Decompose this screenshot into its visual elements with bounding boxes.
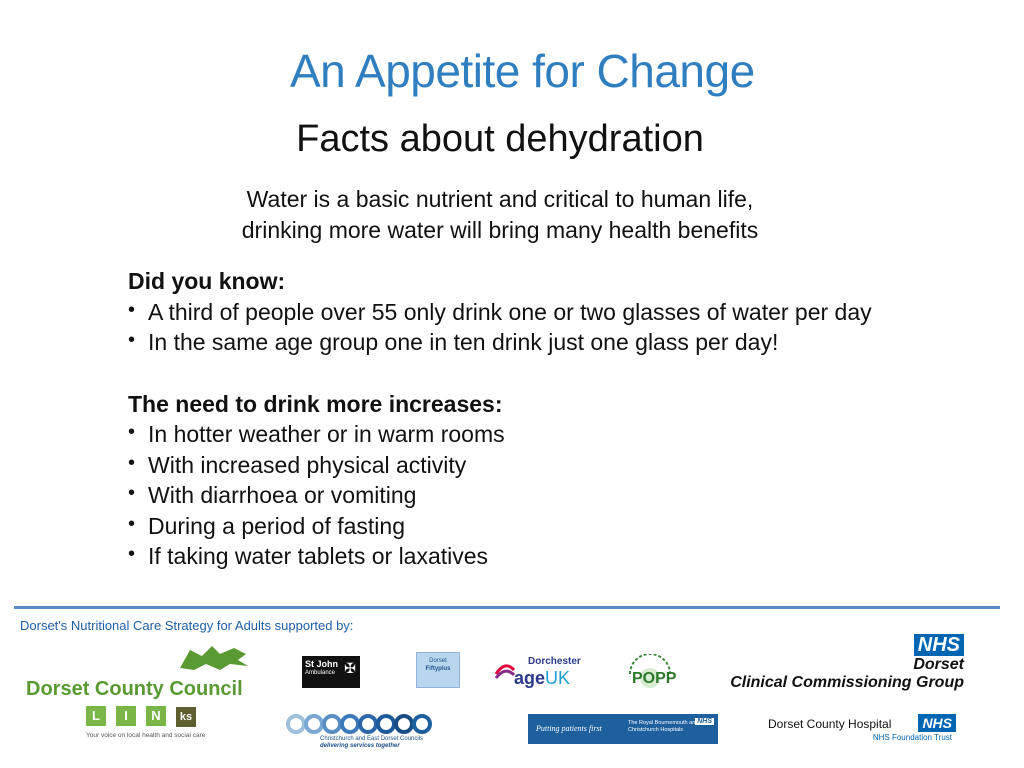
bullet-icon: • [128, 298, 136, 321]
christchurch-line-2: delivering services together [320, 743, 400, 749]
list-item: • During a period of fasting [128, 511, 928, 542]
list-item-text: During a period of fasting [148, 512, 405, 539]
age-uk-town: Dorchester [528, 656, 581, 667]
wyvern-icon [180, 646, 248, 670]
fiftyplus-line-2: Fiftyplus [425, 666, 451, 672]
nhs-badge: NHS [913, 634, 964, 656]
links-tagline: Your voice on local health and social ca… [86, 732, 206, 739]
links-letter: I [116, 706, 136, 726]
list-item: • In hotter weather or in warm rooms [128, 419, 928, 450]
bullet-icon: • [128, 512, 136, 535]
st-john-ambulance-logo: St John Ambulance ✠ [302, 656, 360, 688]
dch-trust: NHS Foundation Trust [872, 733, 952, 742]
need-to-drink-title: The need to drink more increases: [128, 390, 503, 417]
page-heading: Facts about dehydration [296, 118, 704, 160]
age-uk-age: age [514, 668, 546, 688]
supported-by-text: Dorset's Nutritional Care Strategy for A… [20, 618, 354, 633]
dch-nhs-badge: NHS [918, 714, 956, 732]
popp-text: POPP [632, 670, 677, 687]
list-item-text: With diarrhoea or vomiting [148, 482, 417, 508]
intro-text: Water is a basic nutrient and critical t… [0, 184, 1000, 246]
links-letter: N [146, 706, 166, 726]
dorset-partnership-popp-logo: POPP [624, 653, 677, 698]
christchurch-line-1: Christchurch and East Dorset Councils [320, 736, 424, 742]
facts-section: Did you know: • A third of people over 55… [128, 266, 928, 572]
intro-line-1: Water is a basic nutrient and critical t… [246, 186, 754, 212]
banner-title: An Appetite for Change [290, 45, 755, 97]
dch-name: Dorset County Hospital [768, 717, 892, 731]
intro-line-2: drinking more water will bring many heal… [241, 217, 759, 243]
popp-badge-icon [629, 653, 671, 688]
fiftyplus-line-1: Dorset [429, 658, 447, 664]
age-uk-wordmark: ageUK [514, 668, 570, 689]
footer-divider [14, 606, 1000, 609]
christchurch-east-dorset-logo: Christchurch and East Dorset Councils de… [286, 712, 438, 750]
links-letter: ks [176, 707, 196, 727]
christchurch-caption: Christchurch and East Dorset Councils de… [320, 736, 423, 750]
royal-bournemouth-logo: Putting patients first The Royal Bournem… [528, 714, 718, 744]
bullet-icon: • [128, 451, 136, 474]
age-uk-uk: UK [545, 668, 571, 688]
bullet-icon: • [128, 482, 136, 504]
list-item: • If taking water tablets or laxatives [128, 541, 928, 572]
list-item: • A third of people over 55 only drink on… [128, 297, 928, 328]
ccg-line-2: Clinical Commissioning Group [730, 674, 964, 691]
links-letter: L [86, 706, 106, 726]
list-item-text: With increased physical activity [148, 451, 467, 478]
age-uk-logo: Dorchester ageUK [494, 656, 584, 688]
dorset-county-council-name: Dorset County Council [26, 678, 243, 700]
rbch-nhs-badge: NHS [695, 718, 714, 725]
nhs-dorset-ccg-logo: NHS Dorset Clinical Commissioning Group [720, 634, 964, 698]
age-uk-swirl-icon [494, 664, 516, 679]
rbch-line-1: The Royal Bournemouth and [628, 720, 699, 726]
linked-rings-icon [286, 714, 432, 734]
dorset-county-hospital-logo: Dorset County Hospital NHS NHS Foundatio… [768, 712, 958, 742]
bullet-icon: • [128, 543, 136, 565]
st-john-line-2: Ambulance [305, 670, 336, 676]
rbch-line-2: Christchurch Hospitals [628, 727, 684, 733]
list-item-text: A third of people over 55 only drink one… [148, 298, 872, 325]
bullet-icon: • [128, 329, 136, 351]
did-you-know-list: • A third of people over 55 only drink on… [128, 297, 928, 358]
did-you-know-title: Did you know: [128, 268, 286, 294]
list-item: • In the same age group one in ten drink … [128, 327, 928, 358]
need-to-drink-list: • In hotter weather or in warm rooms • Wit… [128, 419, 928, 572]
rbch-tagline: Putting patients first [536, 724, 602, 733]
st-john-line-1: St John [305, 659, 338, 669]
dorset-fiftyplus-logo: Dorset Fiftyplus [416, 652, 460, 688]
list-item-text: In the same age group one in ten drink j… [148, 329, 779, 355]
list-item: • With increased physical activity [128, 450, 928, 481]
list-item-text: In hotter weather or in warm rooms [148, 421, 505, 447]
rbch-org-name: The Royal Bournemouth and Christchurch H… [628, 720, 698, 734]
ccg-line-1: Dorset [913, 656, 964, 673]
list-item-text: If taking water tablets or laxatives [148, 543, 489, 569]
list-item: • With diarrhoea or vomiting [128, 480, 928, 511]
bullet-icon: • [128, 421, 136, 443]
maltese-cross-icon: ✠ [344, 660, 356, 676]
